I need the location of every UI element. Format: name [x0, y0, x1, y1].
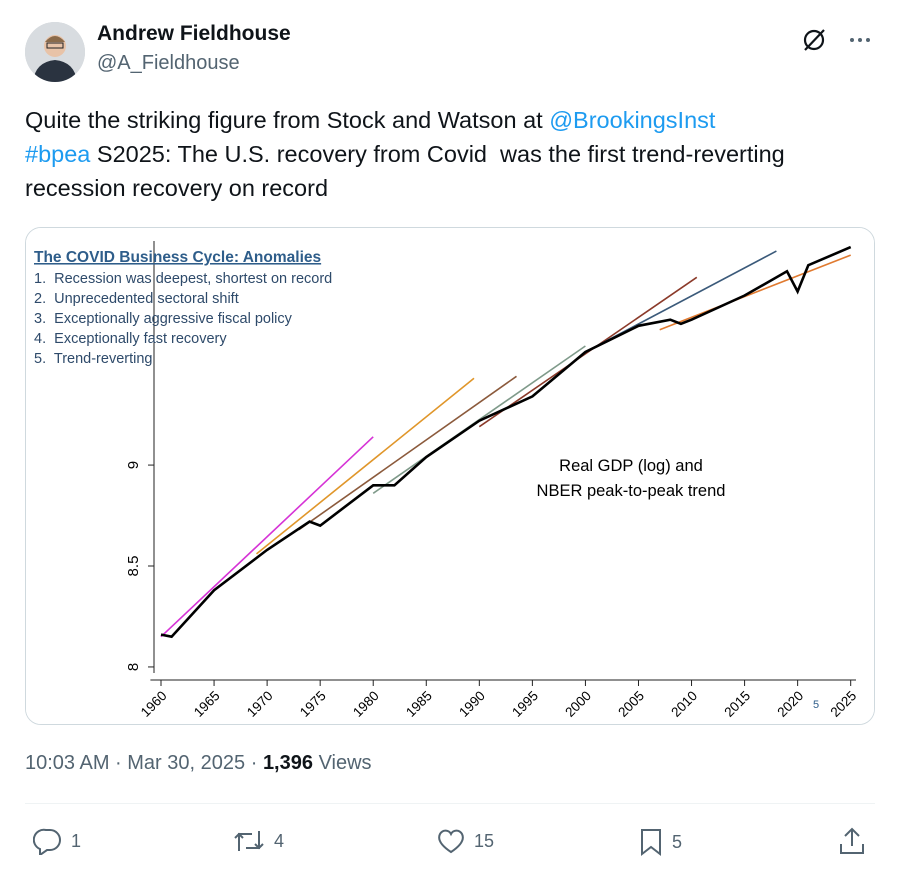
repost-icon [234, 831, 264, 851]
text-segment: Quite the striking figure from Stock and… [25, 107, 550, 133]
trend-line [255, 377, 475, 555]
views-label: Views [318, 752, 372, 774]
annotation: Real GDP (log) and [559, 457, 703, 475]
chart-title: The COVID Business Cycle: Anomalies [34, 249, 321, 266]
text-line: #bpea S2025: The U.S. recovery from Covi… [25, 137, 785, 171]
reply-count: 1 [71, 830, 82, 851]
more-icon[interactable] [848, 30, 874, 50]
trend-line [659, 254, 851, 331]
y-tick-label: 9 [125, 461, 142, 469]
like-button[interactable]: 15 [436, 827, 494, 855]
anomaly-item: 2. Unprecedented sectoral shift [34, 291, 239, 307]
y-tick-label: 8 [125, 663, 142, 671]
avatar[interactable] [25, 22, 85, 82]
share-icon[interactable] [838, 826, 866, 856]
author-name[interactable]: Andrew Fieldhouse [97, 22, 291, 45]
avatar-art [25, 22, 85, 82]
timestamp[interactable]: 10:03 AM · Mar 30, 2025 [25, 752, 246, 774]
anomaly-item: 3. Exceptionally aggressive fiscal polic… [34, 311, 293, 327]
text-line: recession recovery on record [25, 171, 785, 205]
media-card[interactable]: 8 8.5 9 1960 1965 1970 1975 1980 1985 1990 1995 200… [25, 227, 875, 725]
anomaly-item: 4. Exceptionally fast recovery [34, 331, 227, 347]
y-tick-label: 8.5 [125, 556, 142, 577]
text-link[interactable]: #bpea [25, 141, 91, 167]
grok-icon[interactable] [800, 26, 828, 54]
divider [25, 803, 875, 804]
trend-line [298, 375, 517, 531]
text-link[interactable]: @BrookingsInst [549, 107, 716, 133]
chart-bg [26, 228, 874, 724]
page-number: 5 [813, 699, 819, 711]
text-segment: S2025: The U.S. recovery from Covid was … [90, 141, 785, 167]
bookmark-button[interactable]: 5 [638, 827, 682, 857]
anomaly-item: 5. Trend-reverting [34, 351, 152, 367]
bookmark-icon [641, 829, 661, 857]
trend-line [160, 436, 374, 638]
separator: · [250, 752, 258, 774]
like-icon [438, 829, 464, 854]
reply-button[interactable]: 1 [33, 827, 81, 855]
views-count: 1,396 [262, 752, 313, 774]
like-count: 15 [474, 830, 495, 851]
tweet-text: Quite the striking figure from Stock and… [25, 103, 785, 205]
bookmark-count: 5 [672, 831, 683, 852]
annotation: NBER peak-to-peak trend [537, 482, 726, 500]
repost-button[interactable]: 4 [232, 827, 284, 855]
author-handle[interactable]: @A_Fieldhouse [97, 52, 240, 74]
tweet-meta: 10:03 AM · Mar 30, 2025 · 1,396 Views [25, 752, 372, 775]
repost-count: 4 [274, 830, 285, 851]
reply-icon [33, 828, 61, 855]
anomaly-item: 1. Recession was deepest, shortest on re… [34, 271, 332, 287]
text-line: Quite the striking figure from Stock and… [25, 103, 785, 137]
gdp-line [160, 245, 852, 639]
text-segment: recession recovery on record [25, 175, 329, 201]
